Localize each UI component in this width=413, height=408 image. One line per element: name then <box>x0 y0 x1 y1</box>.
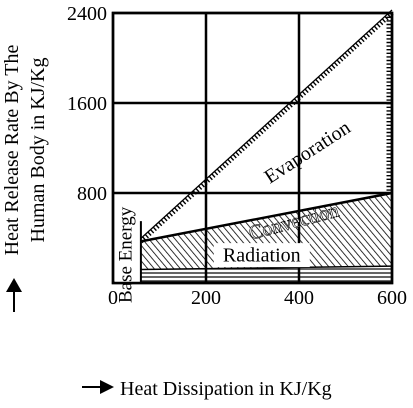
region-radiation <box>140 266 392 283</box>
evaporation-upper-edge <box>139 11 394 244</box>
y-axis-label-line1: Heat Release Rate By The <box>1 45 23 256</box>
y-tick-label: 2400 <box>67 3 107 25</box>
evaporation-upper-line <box>140 9 393 239</box>
annotation-base-energy: Base Energy <box>115 206 136 303</box>
radiation-upper-line <box>140 265 393 271</box>
y-axis-label-line2: Human Body in KJ/Kg <box>27 58 49 243</box>
region-convection <box>140 193 392 270</box>
x-axis-label: Heat Dissipation in KJ/Kg <box>120 378 332 400</box>
x-tick-label: 400 <box>284 287 314 309</box>
base-energy-box <box>115 221 141 283</box>
radiation-label-bg <box>213 243 310 268</box>
x-axis-arrow-icon <box>82 380 114 394</box>
convection-upper-line <box>140 191 393 243</box>
y-tick-label: 800 <box>77 183 107 205</box>
annotation-radiation: Radiation <box>223 245 301 267</box>
x-tick-label: 600 <box>377 287 407 309</box>
plot-frame-top <box>111 11 394 285</box>
y-axis-arrow-icon <box>6 278 22 312</box>
x-tick-label: 200 <box>191 287 221 309</box>
y-tick-label: 1600 <box>67 93 107 115</box>
x-tick-label: 0 <box>108 287 118 309</box>
